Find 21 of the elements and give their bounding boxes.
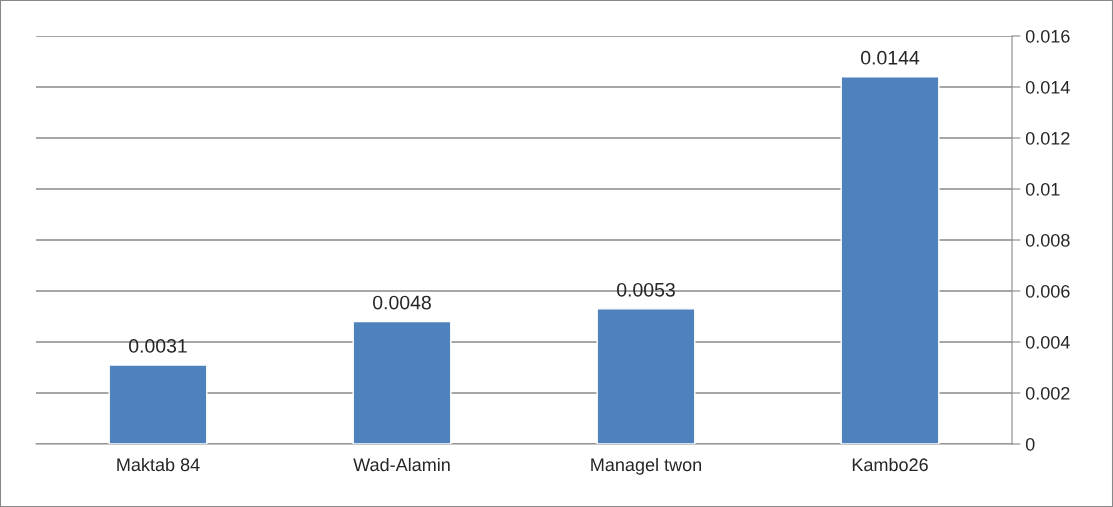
y-tick-label: 0.016 bbox=[1025, 29, 1070, 43]
bar bbox=[596, 308, 696, 444]
x-tick-label: Kambo26 bbox=[852, 457, 928, 472]
x-tick-label: Maktab 84 bbox=[117, 457, 200, 472]
y-tick-label: 0.012 bbox=[1025, 131, 1070, 145]
y-tick-label: 0.014 bbox=[1025, 80, 1070, 94]
y-tick-label: 0 bbox=[1025, 437, 1035, 451]
x-tick-label: Wad-Alamin bbox=[353, 457, 450, 472]
y-tick-label: 0.01 bbox=[1025, 182, 1060, 196]
data-label: 0.0144 bbox=[861, 50, 920, 65]
data-label: 0.0048 bbox=[373, 295, 431, 310]
y-tick-label: 0.006 bbox=[1025, 284, 1070, 298]
bar bbox=[840, 76, 940, 444]
bar bbox=[352, 320, 452, 444]
y-tick-label: 0.008 bbox=[1025, 233, 1070, 247]
data-label: 0.0053 bbox=[617, 282, 675, 297]
y-tick-label: 0.002 bbox=[1025, 386, 1070, 400]
data-label: 0.0031 bbox=[129, 339, 187, 353]
bar bbox=[108, 364, 208, 444]
y-tick-label: 0.004 bbox=[1025, 335, 1070, 349]
x-tick-label: Managel twon bbox=[591, 457, 702, 475]
